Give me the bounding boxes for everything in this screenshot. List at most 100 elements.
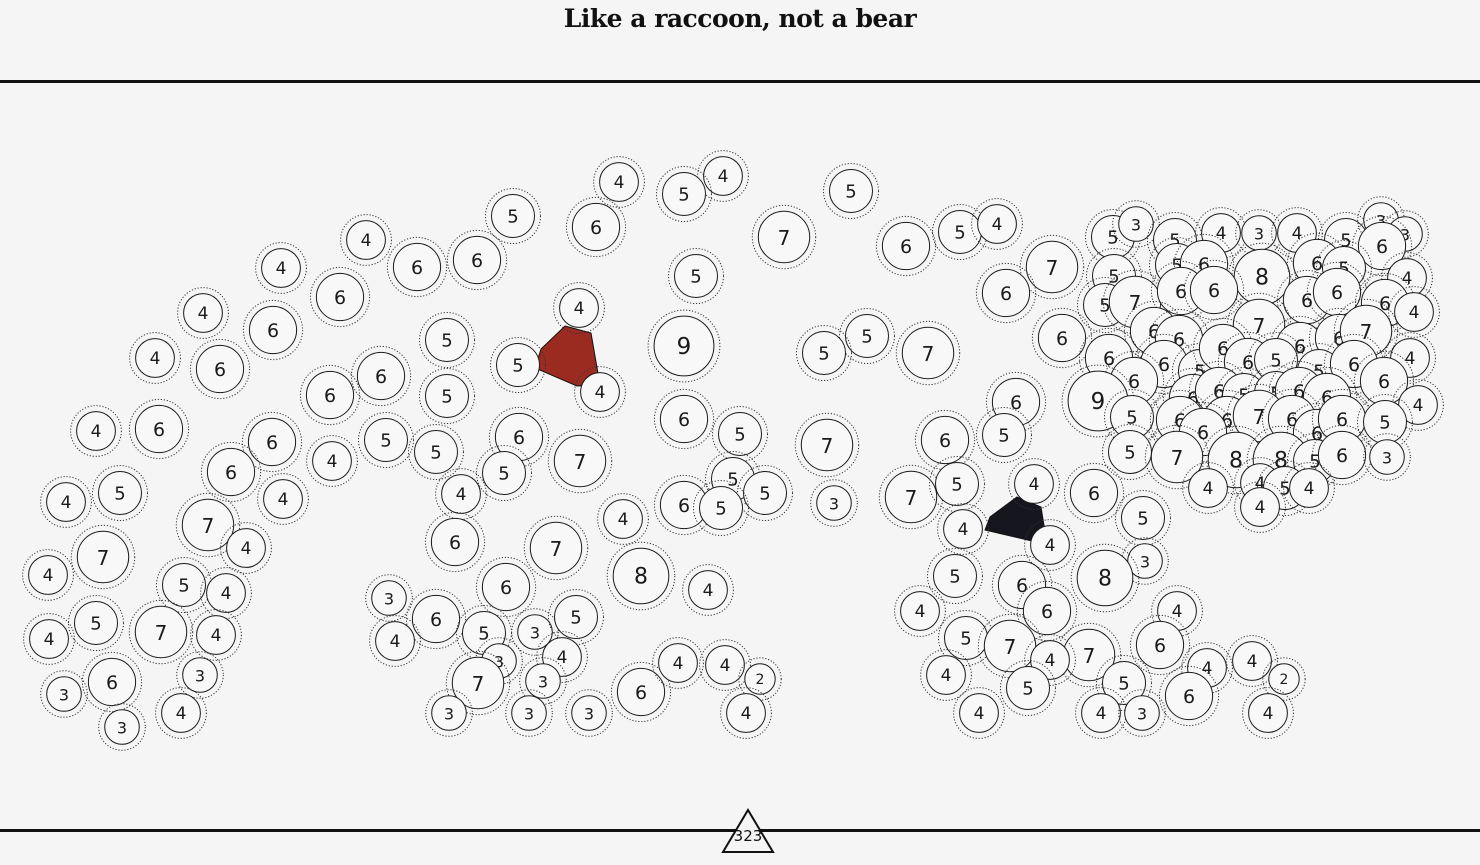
node-68[interactable]: 5	[548, 589, 604, 645]
node-11[interactable]: 6	[309, 266, 371, 328]
node-44[interactable]: 4	[257, 473, 309, 525]
node-72[interactable]: 3	[519, 657, 567, 705]
node-73[interactable]: 3	[176, 651, 224, 699]
node-23[interactable]: 5	[419, 368, 475, 424]
node-82[interactable]: 4	[652, 637, 704, 689]
node-65[interactable]: 4	[369, 615, 421, 667]
node-31[interactable]: 5	[408, 424, 464, 480]
node-29[interactable]: 4	[306, 435, 358, 487]
node-0[interactable]: 4	[593, 156, 645, 208]
node-64[interactable]: 6	[405, 588, 467, 650]
node-48[interactable]: 4	[220, 522, 272, 574]
node-26[interactable]: 6	[299, 364, 361, 426]
node-76[interactable]: 4	[155, 687, 207, 739]
node-34[interactable]: 7	[547, 428, 613, 494]
node-88[interactable]: 4	[971, 198, 1023, 250]
node-12[interactable]: 5	[668, 248, 724, 304]
node-4[interactable]: 5	[485, 188, 541, 244]
node-41[interactable]: 5	[693, 480, 749, 536]
node-30[interactable]: 5	[358, 412, 414, 468]
node-197[interactable]: 4	[1283, 462, 1335, 514]
node-53[interactable]: 7	[523, 515, 589, 581]
node-132[interactable]: 3	[1235, 209, 1283, 257]
node-141[interactable]: 8	[1227, 242, 1297, 312]
node-10[interactable]: 4	[255, 242, 307, 294]
node-105[interactable]: 3	[1121, 537, 1169, 585]
node-9[interactable]: 6	[386, 236, 448, 298]
node-35[interactable]: 6	[653, 388, 715, 450]
node-47[interactable]: 7	[175, 492, 241, 558]
node-152[interactable]: 4	[1388, 286, 1440, 338]
node-115[interactable]: 7	[1056, 622, 1122, 688]
node-176[interactable]: 6	[1353, 350, 1415, 412]
node-126[interactable]: 3	[1118, 689, 1166, 737]
node-27[interactable]: 6	[241, 411, 303, 473]
node-83[interactable]: 4	[699, 639, 751, 691]
node-198[interactable]: 4	[1234, 481, 1286, 533]
node-99[interactable]: 5	[929, 456, 985, 512]
node-119[interactable]: 5	[1096, 655, 1152, 711]
node-194[interactable]: 4	[1182, 462, 1234, 514]
node-1[interactable]: 4	[697, 150, 749, 202]
node-94[interactable]: 7	[895, 320, 961, 386]
node-93[interactable]: 5	[796, 325, 852, 381]
node-6[interactable]: 7	[751, 204, 817, 270]
node-25[interactable]: 6	[350, 345, 412, 407]
node-61[interactable]: 4	[190, 609, 242, 661]
node-18[interactable]: 6	[128, 398, 190, 460]
node-19[interactable]: 4	[553, 282, 605, 334]
node-28[interactable]: 6	[200, 441, 262, 503]
node-45[interactable]: 5	[92, 465, 148, 521]
node-116[interactable]: 4	[1024, 634, 1076, 686]
node-103[interactable]: 6	[1063, 462, 1125, 524]
node-122[interactable]: 2	[1262, 657, 1306, 701]
node-74[interactable]: 6	[81, 651, 143, 713]
node-46[interactable]: 4	[40, 476, 92, 528]
node-84[interactable]: 2	[738, 657, 782, 701]
node-110[interactable]: 4	[894, 585, 946, 637]
node-118[interactable]: 5	[1000, 660, 1056, 716]
node-80[interactable]: 3	[565, 689, 613, 737]
node-124[interactable]: 4	[953, 687, 1005, 739]
node-54[interactable]: 8	[606, 541, 676, 611]
node-24[interactable]: 9	[647, 309, 721, 383]
node-52[interactable]: 4	[597, 493, 649, 545]
node-2[interactable]: 5	[656, 166, 712, 222]
node-127[interactable]: 4	[1242, 687, 1294, 739]
node-51[interactable]: 6	[424, 511, 486, 573]
node-56[interactable]: 6	[475, 556, 537, 618]
node-91[interactable]: 6	[1031, 307, 1093, 369]
node-90[interactable]: 6	[975, 262, 1037, 324]
node-117[interactable]: 4	[920, 649, 972, 701]
node-97[interactable]: 6	[914, 409, 976, 471]
node-121[interactable]: 4	[1226, 635, 1278, 687]
node-60[interactable]: 7	[128, 599, 194, 665]
node-37[interactable]: 7	[794, 412, 860, 478]
node-16[interactable]: 6	[189, 338, 251, 400]
node-107[interactable]: 5	[927, 548, 983, 604]
node-187[interactable]: 5	[1102, 424, 1158, 480]
node-55[interactable]: 4	[682, 564, 734, 616]
node-49[interactable]: 7	[70, 524, 136, 590]
node-21[interactable]: 4	[574, 366, 626, 418]
node-100[interactable]: 4	[1008, 458, 1060, 510]
node-13[interactable]: 4	[177, 287, 229, 339]
node-87[interactable]: 5	[932, 204, 988, 260]
node-77[interactable]: 3	[98, 703, 146, 751]
node-185[interactable]: 5	[1357, 394, 1413, 450]
node-123[interactable]: 6	[1158, 665, 1220, 727]
node-104[interactable]: 5	[1115, 490, 1171, 546]
node-43[interactable]: 4	[435, 468, 487, 520]
node-8[interactable]: 6	[446, 229, 508, 291]
node-32[interactable]: 6	[488, 406, 550, 468]
node-148[interactable]: 6	[1183, 259, 1245, 321]
node-114[interactable]: 7	[977, 613, 1043, 679]
node-75[interactable]: 3	[40, 670, 88, 718]
node-96[interactable]: 5	[976, 407, 1032, 463]
node-5[interactable]: 6	[565, 196, 627, 258]
node-50[interactable]: 4	[22, 549, 74, 601]
node-86[interactable]: 6	[875, 215, 937, 277]
node-92[interactable]: 5	[839, 308, 895, 364]
red-piece[interactable]	[534, 325, 601, 387]
node-89[interactable]: 7	[1019, 234, 1085, 300]
